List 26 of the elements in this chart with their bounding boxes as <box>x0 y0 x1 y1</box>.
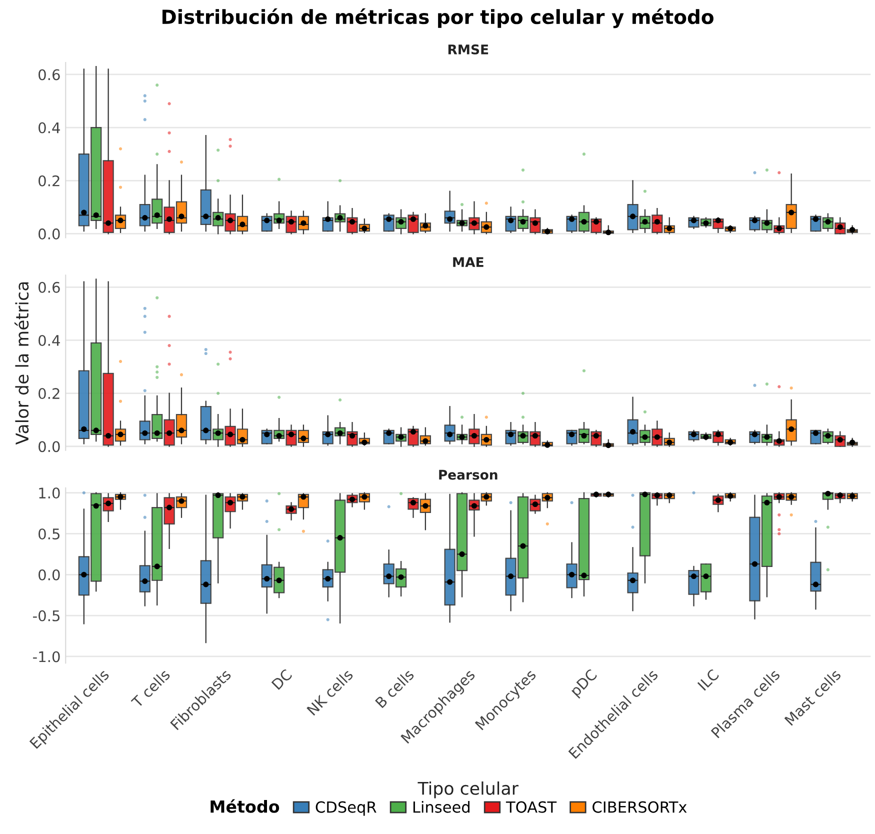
chart-subtitle: Pearson <box>439 470 498 480</box>
legend-label: CIBERSORTx <box>592 801 687 813</box>
legend-label: CDSeqR <box>316 801 376 816</box>
y-tick-label: 0.0 <box>38 228 60 240</box>
x-axis-title: Tipo celular <box>418 781 518 798</box>
chart-subtitle: MAE <box>453 257 484 267</box>
legend-label: TOAST <box>506 801 557 813</box>
chart-subtitle: RMSE <box>448 44 488 54</box>
legend-title: Método <box>210 799 280 813</box>
legend-label: Linseed <box>413 801 470 813</box>
x-tick-label: ILC <box>697 668 720 691</box>
y-tick-label: 0.2 <box>38 175 60 186</box>
y-tick-label: 1.0 <box>39 488 60 499</box>
y-tick-label: -0.5 <box>33 610 60 622</box>
y-axis-title: Valor de la métrica <box>14 282 29 445</box>
y-tick-label: 0.6 <box>38 69 60 80</box>
y-tick-label: 0.0 <box>38 441 60 452</box>
y-tick-label: 0.4 <box>38 334 60 346</box>
y-tick-label: 0.6 <box>38 282 60 293</box>
x-tick-label: DC <box>271 668 293 690</box>
chart-title: Distribución de métricas por tipo celular y método <box>162 8 714 28</box>
y-tick-label: 0.5 <box>38 528 60 540</box>
y-tick-label: -1.0 <box>33 651 60 662</box>
y-tick-label: 0.0 <box>38 569 60 580</box>
y-tick-label: 0.2 <box>38 388 60 400</box>
y-tick-label: 0.4 <box>38 122 60 134</box>
